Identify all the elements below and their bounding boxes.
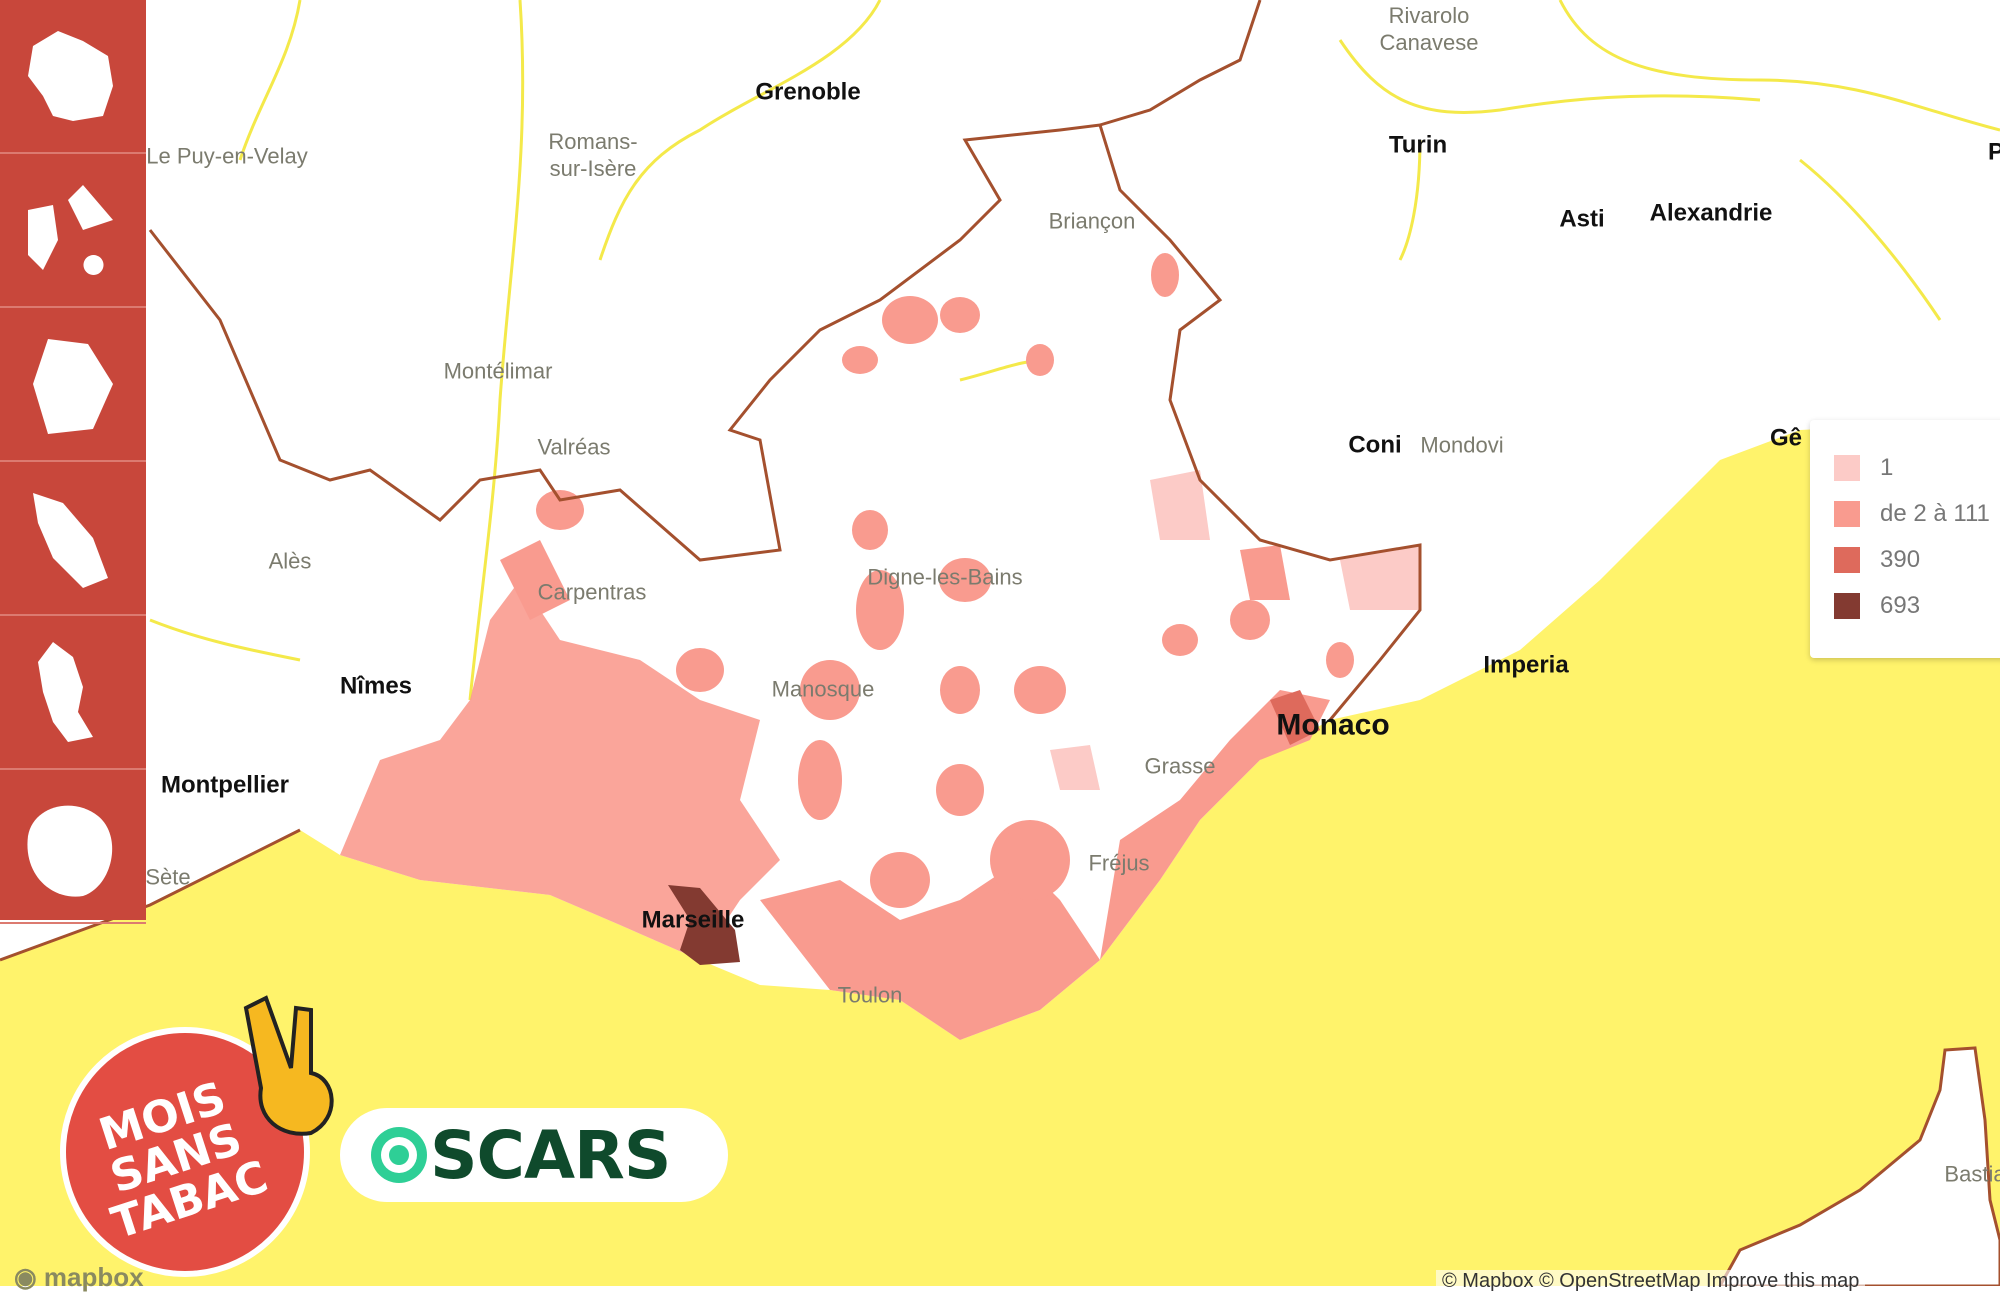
mapbox-logo[interactable]: ◉ mapbox: [14, 1262, 144, 1292]
place-label-turin: Turin: [1388, 131, 1448, 159]
oscars-target-icon: [371, 1127, 427, 1183]
place-label-montelimar: Montélimar: [443, 358, 553, 384]
territory-button-martinique[interactable]: [0, 462, 146, 616]
oscars-text: SCARS: [430, 1116, 671, 1194]
map-legend: 1 de 2 à 111 390 693: [1810, 420, 2000, 658]
place-label-valreas: Valréas: [537, 434, 611, 460]
place-label-coni: Coni: [1348, 431, 1402, 459]
guadeloupe-shape-icon: [28, 185, 113, 275]
place-label-ales: Alès: [268, 548, 312, 574]
legend-item: 1: [1834, 454, 1893, 482]
place-label-nimes: Nîmes: [339, 672, 413, 700]
legend-item: 390: [1834, 546, 1920, 574]
place-label-rivarolo: Rivarolo Canavese: [1379, 3, 1479, 55]
peace-hand-icon: [243, 995, 334, 1136]
territory-button-guyane[interactable]: [0, 308, 146, 462]
place-label-digne: Digne-les-Bains: [867, 564, 1023, 590]
legend-swatch: [1834, 501, 1860, 527]
place-label-marseille: Marseille: [641, 906, 745, 934]
map-attribution[interactable]: © Mapbox © OpenStreetMap Improve this ma…: [1436, 1270, 1866, 1292]
oscars-logo: SCARS: [340, 1108, 728, 1202]
place-label-frejus: Fréjus: [1088, 850, 1150, 876]
place-label-bastia: Bastia: [1944, 1161, 2000, 1187]
legend-label: de 2 à 111: [1880, 500, 1990, 527]
territory-button-guadeloupe[interactable]: [0, 154, 146, 308]
martinique-shape-icon: [33, 493, 108, 588]
legend-item: de 2 à 111: [1834, 500, 1990, 528]
legend-swatch: [1834, 593, 1860, 619]
place-label-romans: Romans- sur-Isère: [548, 129, 638, 181]
place-label-toulon: Toulon: [837, 982, 903, 1008]
place-label-alexandrie: Alexandrie: [1649, 199, 1773, 227]
place-label-le-puy: Le Puy-en-Velay: [146, 143, 308, 169]
place-label-montpellier: Montpellier: [160, 771, 290, 799]
place-label-imperia: Imperia: [1483, 651, 1569, 679]
territory-button-la-reunion[interactable]: [0, 770, 146, 924]
region-border: [148, 123, 1422, 721]
legend-label: 390: [1880, 546, 1921, 573]
place-label-briancon: Briançon: [1048, 208, 1136, 234]
france-shape-icon: [28, 31, 113, 121]
corsica-land: [1718, 1046, 2000, 1286]
coast-border: [0, 828, 301, 962]
mayotte-shape-icon: [38, 642, 93, 742]
place-label-carpentras: Carpentras: [537, 579, 647, 605]
place-label-asti: Asti: [1559, 205, 1605, 233]
mois-sans-tabac-logo: MOIS SANS TABAC: [60, 995, 334, 1277]
place-label-manosque: Manosque: [771, 676, 875, 702]
legend-item: 693: [1834, 592, 1920, 620]
guyane-shape-icon: [33, 339, 113, 434]
sea: [0, 420, 2000, 1286]
place-label-sete: Sète: [145, 864, 191, 890]
territory-button-france-metropolitaine[interactable]: [0, 0, 146, 154]
place-label-mondovi: Mondovi: [1420, 432, 1504, 458]
place-label-grasse: Grasse: [1144, 753, 1216, 779]
legend-swatch: [1834, 455, 1860, 481]
legend-label: 693: [1880, 592, 1921, 619]
region-fill: [340, 470, 1420, 1040]
commune-patches: [536, 253, 1354, 908]
place-label-genes: Gê: [1769, 424, 1803, 452]
country-border: [1099, 0, 1262, 127]
territory-button-mayotte[interactable]: [0, 616, 146, 770]
place-label-p-edge: P: [1987, 138, 2000, 166]
legend-label: 1: [1880, 454, 1894, 481]
territory-sidebar: [0, 0, 146, 924]
roads: [149, 0, 2000, 701]
mapbox-text: mapbox: [43, 1262, 144, 1292]
place-label-monaco: Monaco: [1276, 708, 1390, 742]
legend-swatch: [1834, 547, 1860, 573]
place-label-grenoble: Grenoble: [755, 78, 861, 106]
reunion-shape-icon: [27, 805, 113, 897]
marseille-highlight: [668, 885, 740, 965]
